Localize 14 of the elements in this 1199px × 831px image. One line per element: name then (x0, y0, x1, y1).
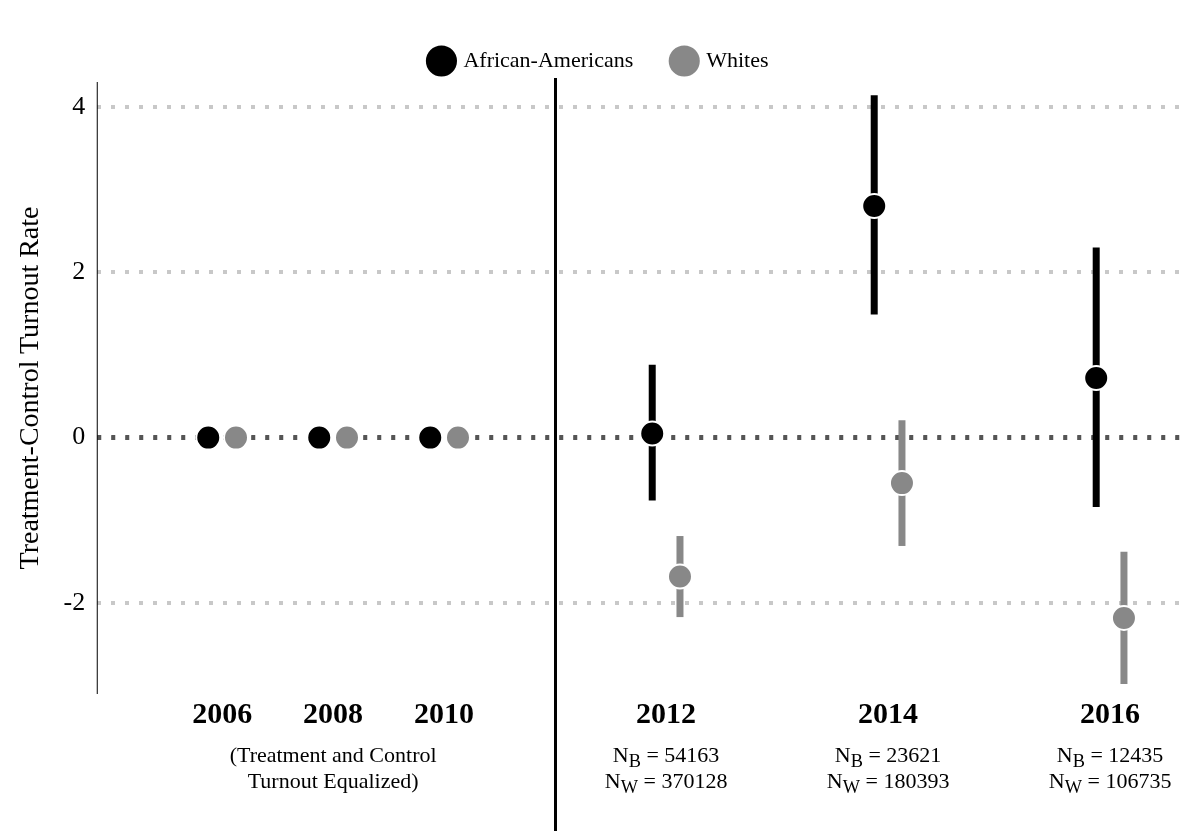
legend-label: Whites (706, 46, 769, 72)
legend-label: African-Americans (463, 46, 634, 72)
text: (Treatment and Control Turnout Equalized) (228, 742, 438, 794)
x-tick-label: 2010 (414, 695, 475, 729)
x-tick-label: 2008 (303, 695, 364, 729)
x-tick-label: 2006 (192, 695, 253, 729)
y-tick-label: -2 (63, 586, 86, 616)
x-tick-label: 2012 (636, 695, 697, 729)
y-axis-title: Treatment-Control Turnout Rate (13, 206, 45, 570)
y-tick-label: 2 (72, 256, 86, 286)
y-tick-label: 0 (72, 421, 86, 451)
x-tick-label: 2016 (1080, 695, 1141, 729)
x-tick-label: 2014 (858, 695, 919, 729)
y-tick-label: 4 (72, 90, 86, 120)
